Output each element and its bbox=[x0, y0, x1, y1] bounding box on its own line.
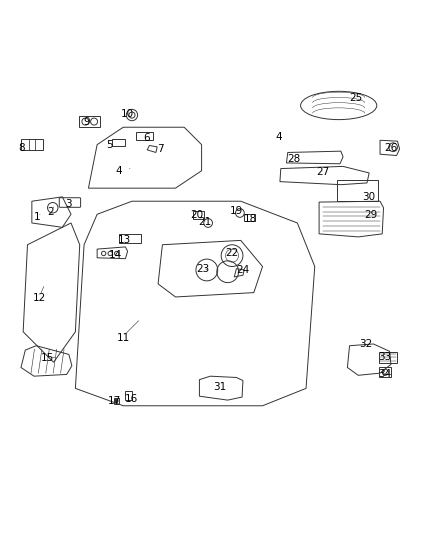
Text: 8: 8 bbox=[18, 143, 25, 152]
Text: 11: 11 bbox=[117, 333, 130, 343]
Text: 31: 31 bbox=[213, 383, 226, 392]
Text: 29: 29 bbox=[364, 210, 377, 220]
Text: 33: 33 bbox=[378, 352, 392, 362]
Text: 16: 16 bbox=[124, 394, 138, 404]
Text: 2: 2 bbox=[47, 207, 54, 216]
Bar bbox=[193, 211, 204, 219]
Text: 10: 10 bbox=[121, 109, 134, 119]
Text: 9: 9 bbox=[83, 117, 90, 127]
Bar bbox=[379, 352, 396, 363]
Text: 4: 4 bbox=[276, 132, 283, 142]
Bar bbox=[125, 391, 132, 400]
Text: 4: 4 bbox=[116, 166, 122, 176]
Text: 13: 13 bbox=[117, 235, 131, 245]
Bar bbox=[379, 367, 391, 377]
Text: 25: 25 bbox=[350, 93, 363, 103]
Text: 14: 14 bbox=[109, 250, 122, 260]
Text: 22: 22 bbox=[226, 248, 239, 259]
Text: 17: 17 bbox=[108, 397, 121, 407]
Bar bbox=[244, 214, 255, 221]
Bar bbox=[21, 139, 43, 150]
Text: 20: 20 bbox=[191, 210, 204, 220]
Text: 32: 32 bbox=[360, 339, 373, 349]
Text: 23: 23 bbox=[197, 264, 210, 274]
Text: 5: 5 bbox=[106, 140, 113, 150]
Text: 34: 34 bbox=[378, 368, 392, 378]
Text: 24: 24 bbox=[237, 265, 250, 275]
Circle shape bbox=[115, 399, 118, 403]
Text: 30: 30 bbox=[362, 192, 375, 202]
Text: 19: 19 bbox=[230, 206, 243, 216]
Bar bbox=[136, 133, 153, 140]
Text: 18: 18 bbox=[244, 214, 257, 224]
Text: 7: 7 bbox=[157, 144, 163, 154]
Text: 28: 28 bbox=[287, 154, 300, 164]
Text: 1: 1 bbox=[34, 212, 40, 222]
Bar bbox=[79, 116, 100, 127]
Text: 3: 3 bbox=[66, 199, 72, 209]
Bar bbox=[113, 139, 125, 146]
Text: 21: 21 bbox=[198, 217, 212, 227]
Bar bbox=[114, 398, 119, 403]
Text: 26: 26 bbox=[384, 143, 398, 153]
Text: 27: 27 bbox=[316, 167, 329, 176]
Bar bbox=[336, 180, 378, 201]
Text: 12: 12 bbox=[33, 293, 46, 303]
Text: 15: 15 bbox=[41, 353, 54, 363]
Text: 6: 6 bbox=[143, 133, 150, 143]
Bar bbox=[119, 234, 141, 243]
